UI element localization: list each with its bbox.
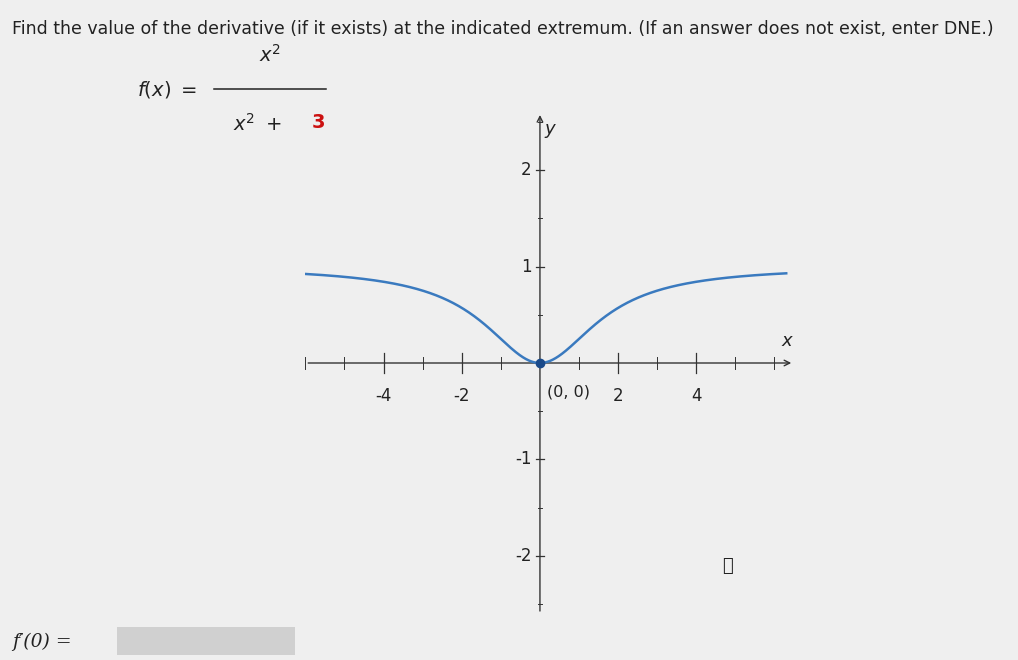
Text: -1: -1 [515, 451, 531, 469]
Text: f′(0) =: f′(0) = [12, 632, 72, 651]
Text: 1: 1 [521, 257, 531, 275]
Text: -2: -2 [515, 547, 531, 565]
Text: 4: 4 [691, 387, 701, 405]
Text: ⓘ: ⓘ [722, 556, 733, 575]
Text: $x^2\ +\ $: $x^2\ +\ $ [233, 112, 282, 135]
Text: -2: -2 [453, 387, 470, 405]
Text: $f(x)\ =$: $f(x)\ =$ [137, 79, 197, 100]
Text: $\mathbf{3}$: $\mathbf{3}$ [310, 114, 325, 133]
Text: 2: 2 [521, 161, 531, 179]
Text: -4: -4 [376, 387, 392, 405]
Text: Find the value of the derivative (if it exists) at the indicated extremum. (If a: Find the value of the derivative (if it … [12, 20, 994, 38]
Text: 2: 2 [613, 387, 623, 405]
Text: y: y [545, 120, 555, 138]
Text: (0, 0): (0, 0) [547, 384, 590, 399]
Text: x: x [782, 333, 792, 350]
Text: $x^2$: $x^2$ [259, 44, 281, 66]
